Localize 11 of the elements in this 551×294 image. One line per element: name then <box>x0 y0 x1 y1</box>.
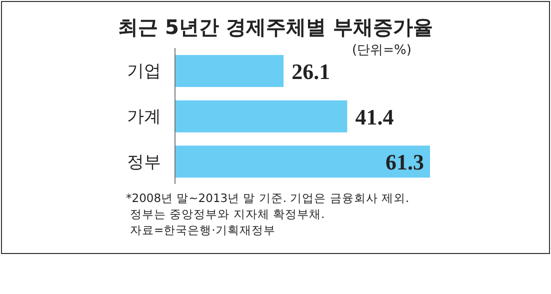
data-label: 61.3 <box>386 150 424 175</box>
y-tick-label: 정부 <box>127 152 161 172</box>
data-label: 41.4 <box>355 104 394 130</box>
y-tick-label: 기업 <box>127 62 161 82</box>
text: *2008년 말~2013년 말 기준. 기업은 금융회사 제외. <box>126 190 410 206</box>
data-label: 26.1 <box>292 59 330 84</box>
chart-title: 최근 5년간 경제주체별 부채증가율 <box>117 14 434 41</box>
y-tick-label: 가계 <box>127 107 161 128</box>
text: 정부는 중앙정부와 지자체 확정부채. <box>129 206 326 222</box>
chart-subtitle: (단위=%) <box>352 42 412 59</box>
text: 자료=한국은행·기획재정부 <box>129 222 276 238</box>
